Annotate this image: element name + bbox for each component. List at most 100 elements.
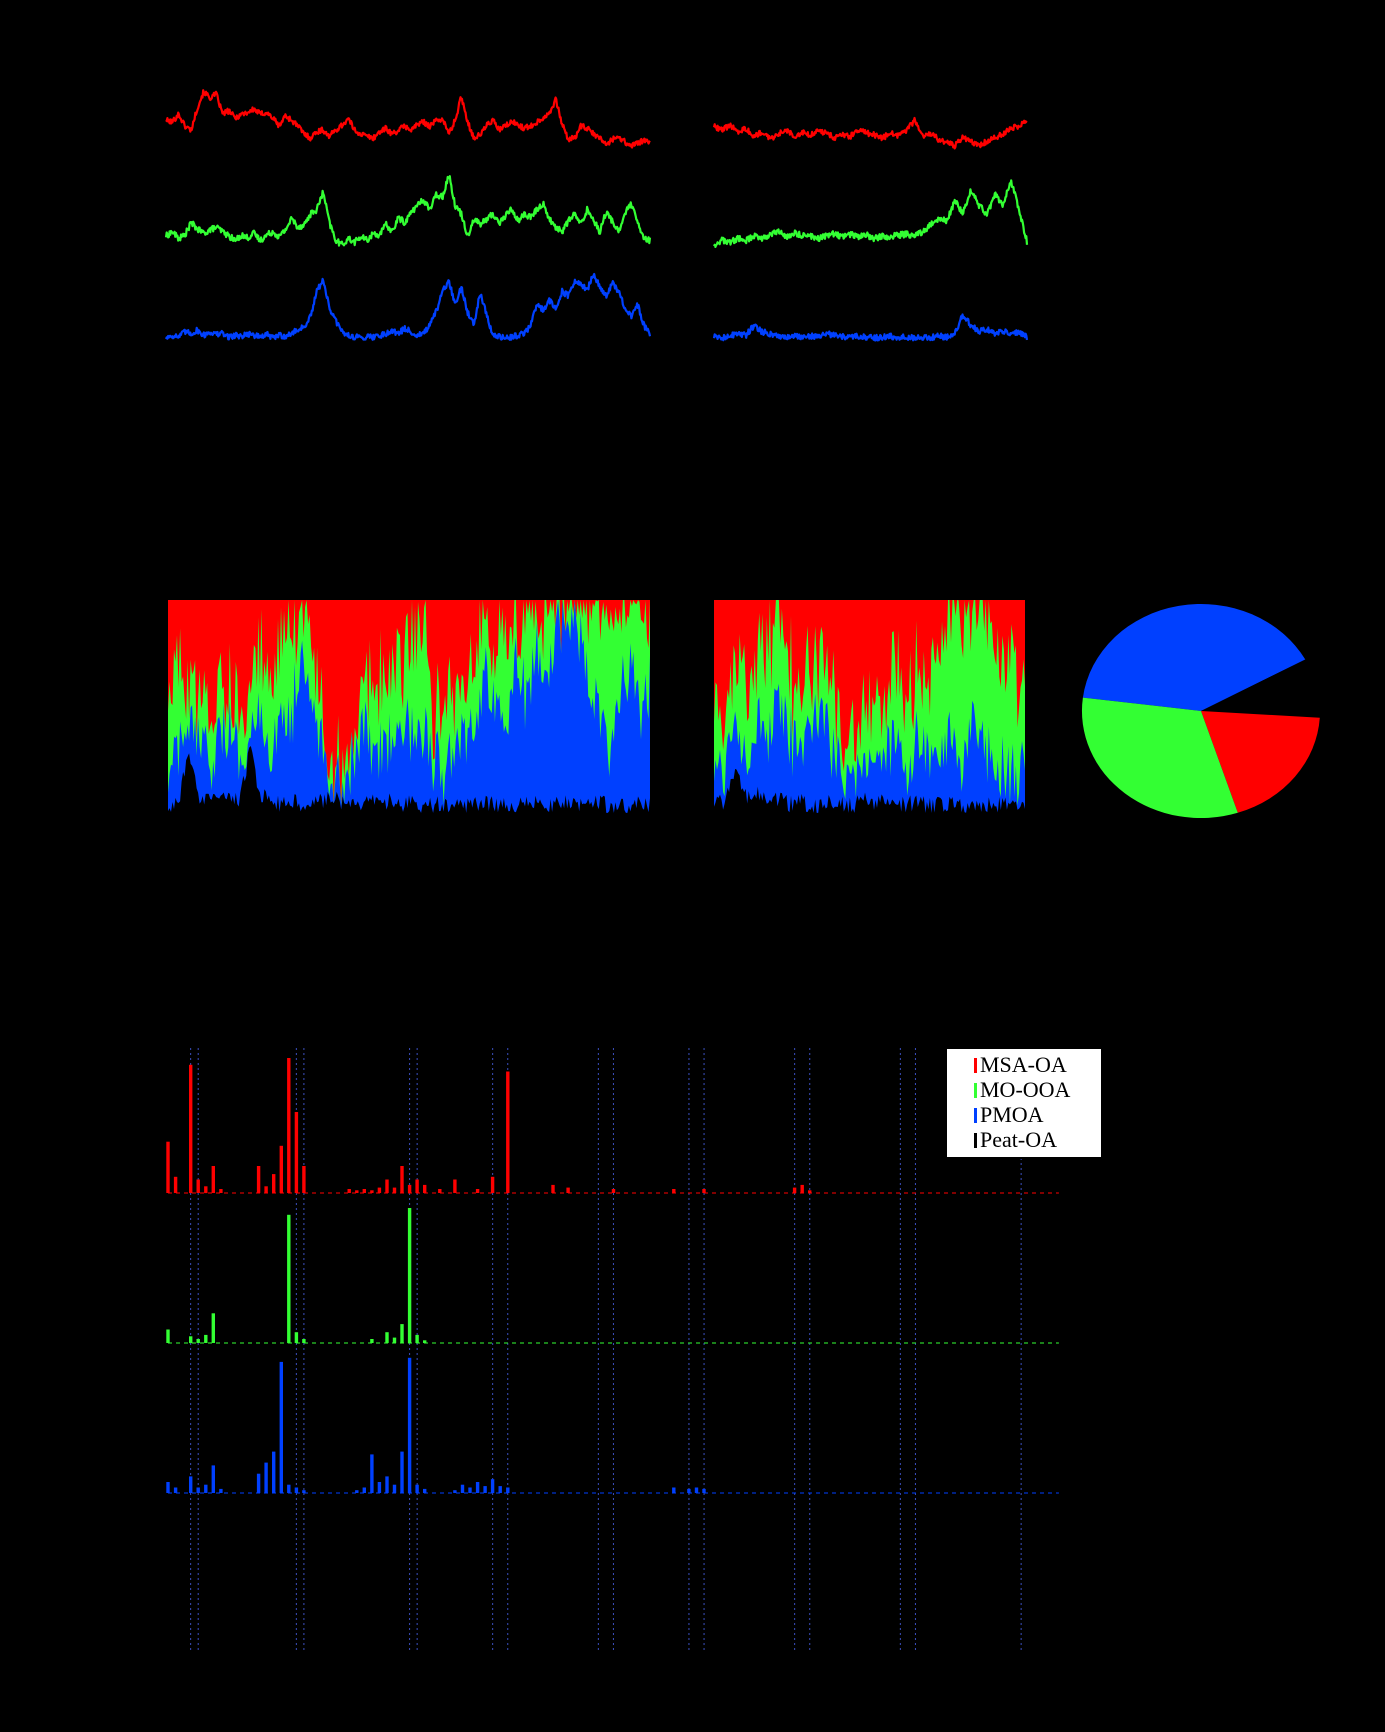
series-line-mo-ooa-seg2	[713, 179, 1029, 248]
spectrum-bar-msa-oa	[204, 1186, 208, 1194]
spectrum-bar-msa-oa	[279, 1145, 283, 1194]
spectrum-bar-msa-oa	[611, 1189, 616, 1193]
spectrum-bar-pmoa	[407, 1357, 412, 1493]
spectrum-bar-msa-oa	[370, 1190, 374, 1193]
spectrum-bar-pmoa	[256, 1473, 261, 1493]
spectrum-bar-msa-oa	[294, 1112, 299, 1193]
pie-slice-pmoa	[1082, 603, 1306, 711]
spectrum-bar-msa-oa	[196, 1179, 200, 1193]
spectrum-bar-msa-oa	[490, 1176, 495, 1193]
series-line-mo-ooa-seg1	[164, 175, 652, 247]
series-line-msa-oa-seg1	[165, 89, 651, 149]
spectrum-bar-mo-ooa	[204, 1334, 208, 1343]
area-peat-oa-seg2	[714, 768, 1025, 815]
spectrum-bar-msa-oa	[566, 1187, 570, 1193]
spectrum-bar-msa-oa	[256, 1166, 261, 1193]
spectrum-bar-pmoa	[423, 1488, 427, 1493]
spectrum-bar-pmoa	[287, 1484, 291, 1493]
spectrum-bar-msa-oa	[219, 1189, 223, 1193]
area-peat-oa-seg1	[168, 746, 650, 815]
legend-label-mo-ooa: MO-OOA	[980, 1077, 1071, 1102]
spectrum-bar-pmoa	[279, 1361, 283, 1493]
spectrum-bar-pmoa	[370, 1454, 374, 1493]
spectrum-bar-pmoa	[392, 1484, 397, 1493]
spectrum-bar-mo-ooa	[407, 1208, 412, 1343]
spectrum-bar-pmoa	[498, 1486, 502, 1493]
legend-box	[945, 1047, 1103, 1159]
legend-swatch-pmoa	[974, 1108, 977, 1123]
spectrum-bar-msa-oa	[400, 1166, 404, 1193]
spectrum-bar-pmoa	[204, 1484, 208, 1493]
pie-chart-panel	[1081, 603, 1321, 819]
spectrum-bar-mo-ooa	[189, 1336, 193, 1344]
spectrum-bar-pmoa	[702, 1488, 706, 1493]
spectrum-bar-mo-ooa	[370, 1339, 374, 1343]
spectrum-bar-msa-oa	[800, 1184, 804, 1193]
legend-label-msa-oa: MSA-OA	[980, 1052, 1067, 1077]
series-line-pmoa-seg2	[712, 313, 1029, 342]
spectrum-bar-mo-ooa	[415, 1334, 419, 1343]
pie-slice-peat-oa	[1201, 659, 1321, 718]
spectrum-bar-msa-oa	[211, 1166, 215, 1193]
spectrum-bar-mo-ooa	[287, 1214, 291, 1344]
mass-spectra-panel	[166, 1048, 1059, 1650]
legend-label-pmoa: PMOA	[980, 1102, 1044, 1127]
spectrum-bar-msa-oa	[415, 1179, 419, 1193]
spectrum-bar-pmoa	[189, 1476, 193, 1493]
spectrum-bar-mo-ooa	[211, 1313, 215, 1343]
spectrum-bar-msa-oa	[347, 1189, 351, 1193]
spectrum-bar-pmoa	[377, 1482, 382, 1493]
time-series-panel	[164, 89, 1029, 342]
legend-swatch-msa-oa	[974, 1058, 977, 1073]
pie-slice-msa-oa	[1201, 711, 1320, 813]
spectrum-bar-msa-oa	[475, 1189, 480, 1193]
stacked-fraction-panel	[168, 600, 1025, 815]
spectrum-bar-mo-ooa	[423, 1340, 427, 1343]
spectrum-bar-msa-oa	[355, 1190, 359, 1193]
spectrum-bar-msa-oa	[385, 1179, 389, 1193]
spectrum-bar-msa-oa	[272, 1174, 276, 1193]
spectrum-bar-msa-oa	[302, 1166, 306, 1193]
spectrum-bar-mo-ooa	[196, 1339, 200, 1343]
spectrum-bar-pmoa	[219, 1488, 223, 1493]
spectrum-bar-pmoa	[196, 1487, 200, 1493]
spectrum-bar-msa-oa	[672, 1189, 676, 1193]
spectrum-bar-pmoa	[490, 1479, 495, 1493]
spectrum-bar-msa-oa	[189, 1064, 193, 1194]
spectrum-bar-pmoa	[400, 1451, 404, 1493]
spectrum-bar-mo-ooa	[392, 1337, 397, 1343]
spectrum-bar-pmoa	[166, 1482, 170, 1493]
spectrum-bar-mo-ooa	[385, 1332, 389, 1343]
spectrum-bar-msa-oa	[438, 1189, 442, 1193]
spectrum-bar-msa-oa	[551, 1184, 555, 1193]
spectrum-bar-pmoa	[468, 1487, 472, 1493]
legend-swatch-peat-oa	[974, 1133, 977, 1148]
spectrum-bar-pmoa	[483, 1486, 487, 1493]
spectrum-bar-pmoa	[362, 1487, 366, 1493]
legend-label-peat-oa: Peat-OA	[980, 1127, 1057, 1152]
spectrum-bar-msa-oa	[264, 1186, 268, 1194]
spectrum-bar-msa-oa	[362, 1189, 366, 1193]
spectrum-bar-msa-oa	[423, 1184, 427, 1193]
spectrum-bar-pmoa	[687, 1488, 691, 1493]
spectrum-bar-msa-oa	[453, 1179, 457, 1193]
spectrum-bar-pmoa	[694, 1487, 699, 1493]
spectrum-bar-pmoa	[264, 1462, 268, 1493]
spectrum-bar-msa-oa	[287, 1058, 291, 1193]
spectrum-bar-pmoa	[294, 1487, 299, 1493]
spectrum-bar-msa-oa	[792, 1187, 797, 1193]
spectrum-bar-msa-oa	[392, 1187, 397, 1193]
spectrum-bar-msa-oa	[377, 1187, 382, 1193]
spectrum-bar-msa-oa	[173, 1176, 178, 1193]
spectrum-bar-pmoa	[453, 1490, 457, 1493]
spectrum-bar-msa-oa	[702, 1189, 706, 1193]
spectrum-bar-pmoa	[385, 1476, 389, 1493]
spectrum-bar-pmoa	[173, 1487, 178, 1493]
spectrum-bar-pmoa	[672, 1487, 676, 1493]
spectrum-bar-msa-oa	[166, 1141, 170, 1193]
spectrum-bar-pmoa	[506, 1487, 510, 1493]
spectrum-bar-pmoa	[355, 1490, 359, 1493]
spectrum-bar-mo-ooa	[294, 1332, 299, 1343]
